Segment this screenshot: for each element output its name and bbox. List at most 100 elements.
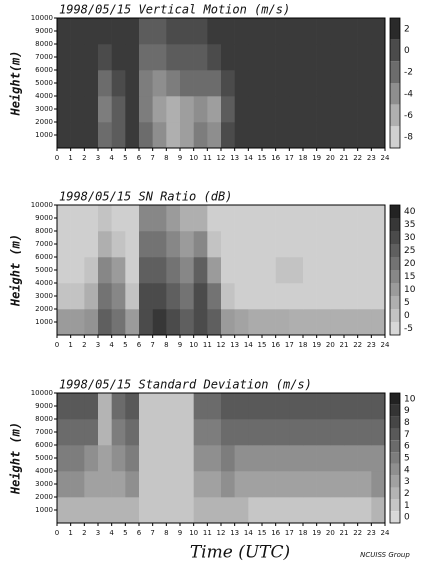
x-tick-label: 16 [271,154,280,162]
cell [248,44,263,71]
cell [303,497,317,524]
cell [221,419,235,446]
cell [111,309,126,336]
cell [207,18,222,45]
cell [275,44,290,71]
cell [262,257,276,284]
y-tick-label: 9000 [35,402,53,410]
cell [84,44,99,71]
x-tick-label: 13 [230,529,239,537]
cell [221,205,235,232]
cell [303,419,317,446]
cell [193,231,208,258]
cell [152,70,167,97]
cell [248,257,263,284]
cell [234,96,249,123]
y-axis-label: Height(m) [9,50,23,116]
cell [303,96,317,123]
cell [166,309,181,336]
cell [193,18,208,45]
x-tick-label: 7 [150,154,154,162]
cell [221,393,235,420]
y-tick-label: 8000 [35,415,53,423]
cell [207,257,222,284]
x-tick-label: 15 [258,154,267,162]
colorbar-tick-label: 9 [404,406,410,416]
chart-title: 1998/05/15 SN Ratio (dB) [59,190,232,204]
cell [139,257,153,284]
cell [289,96,304,123]
y-tick-label: 7000 [35,240,53,248]
cell [84,257,99,284]
cell [180,283,194,310]
colorbar-band [390,487,400,500]
cell [316,70,331,97]
chart-title: 1998/05/15 Standard Deviation (m/s) [59,378,312,392]
x-tick-label: 6 [137,154,142,162]
cell [357,445,372,472]
cell [125,231,140,258]
x-tick-label: 6 [137,341,142,349]
colorbar-tick-label: 3 [404,477,410,487]
colorbar-tick-label: -5 [404,324,413,334]
cell [221,283,235,310]
colorbar-tick-label: 2 [404,489,410,499]
cell [289,283,304,310]
cell [221,309,235,336]
cell [166,471,181,498]
x-tick-label: 15 [258,341,267,349]
cell [125,205,140,232]
x-tick-label: 1 [68,341,72,349]
cell [166,257,181,284]
x-tick-label: 3 [96,154,100,162]
x-tick-label: 8 [164,154,168,162]
colorbar-tick-label: -4 [404,89,413,99]
colorbar-band [390,404,400,417]
cell [262,471,276,498]
colorbar-tick-label: 0 [404,311,410,321]
cell [125,471,140,498]
cell [207,445,222,472]
cell [221,122,235,149]
cell [234,122,249,149]
cell [275,309,290,336]
cell [303,122,317,149]
x-tick-label: 3 [96,341,100,349]
cell [234,44,249,71]
x-tick-label: 18 [299,341,308,349]
colorbar-band [390,463,400,476]
x-tick-label: 2 [82,341,86,349]
x-tick-label: 16 [271,341,280,349]
cell [357,44,372,71]
cell [344,283,358,310]
cell [275,419,290,446]
colorbar-frame [389,392,401,524]
cell [207,231,222,258]
x-tick-label: 9 [178,529,182,537]
cell [344,70,358,97]
cell [84,205,99,232]
cell [193,205,208,232]
cell [166,497,181,524]
x-tick-label: 1 [68,154,72,162]
cell [84,445,99,472]
colorbar-tick-label: 6 [404,442,410,452]
cell [357,419,372,446]
cell [344,44,358,71]
cell [248,18,263,45]
cell [139,497,153,524]
x-tick-label: 22 [353,341,362,349]
cell [289,419,304,446]
x-tick-label: 18 [299,154,308,162]
cell [344,18,358,45]
cell [248,70,263,97]
cell [289,393,304,420]
cell [139,18,153,45]
cell [98,309,112,336]
cell [84,70,99,97]
y-tick-label: 6000 [35,441,53,449]
x-tick-label: 5 [123,154,127,162]
cell [248,419,263,446]
cell [275,497,290,524]
